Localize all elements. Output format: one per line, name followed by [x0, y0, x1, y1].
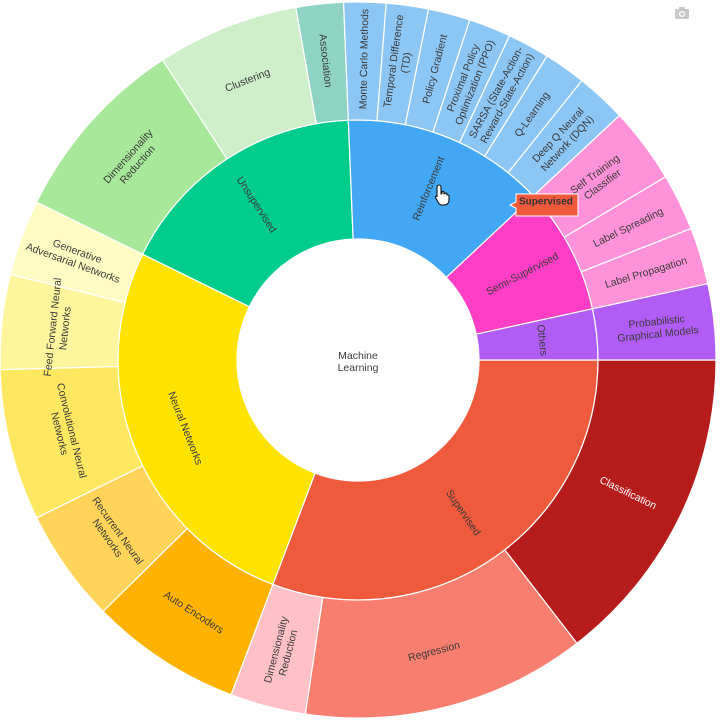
mouse-cursor-icon — [434, 184, 450, 206]
root-label-line2: Learning — [338, 362, 379, 374]
hover-tooltip: Supervised — [508, 193, 579, 217]
segment-others-probabilistic-graphical-models[interactable] — [591, 282, 717, 361]
tooltip-box — [508, 193, 579, 217]
root-label-line1: Machine — [338, 350, 378, 362]
sunburst-root[interactable]: Machine Learning — [338, 350, 379, 374]
tooltip-text: Supervised — [519, 197, 573, 208]
camera-icon[interactable] — [674, 6, 690, 20]
